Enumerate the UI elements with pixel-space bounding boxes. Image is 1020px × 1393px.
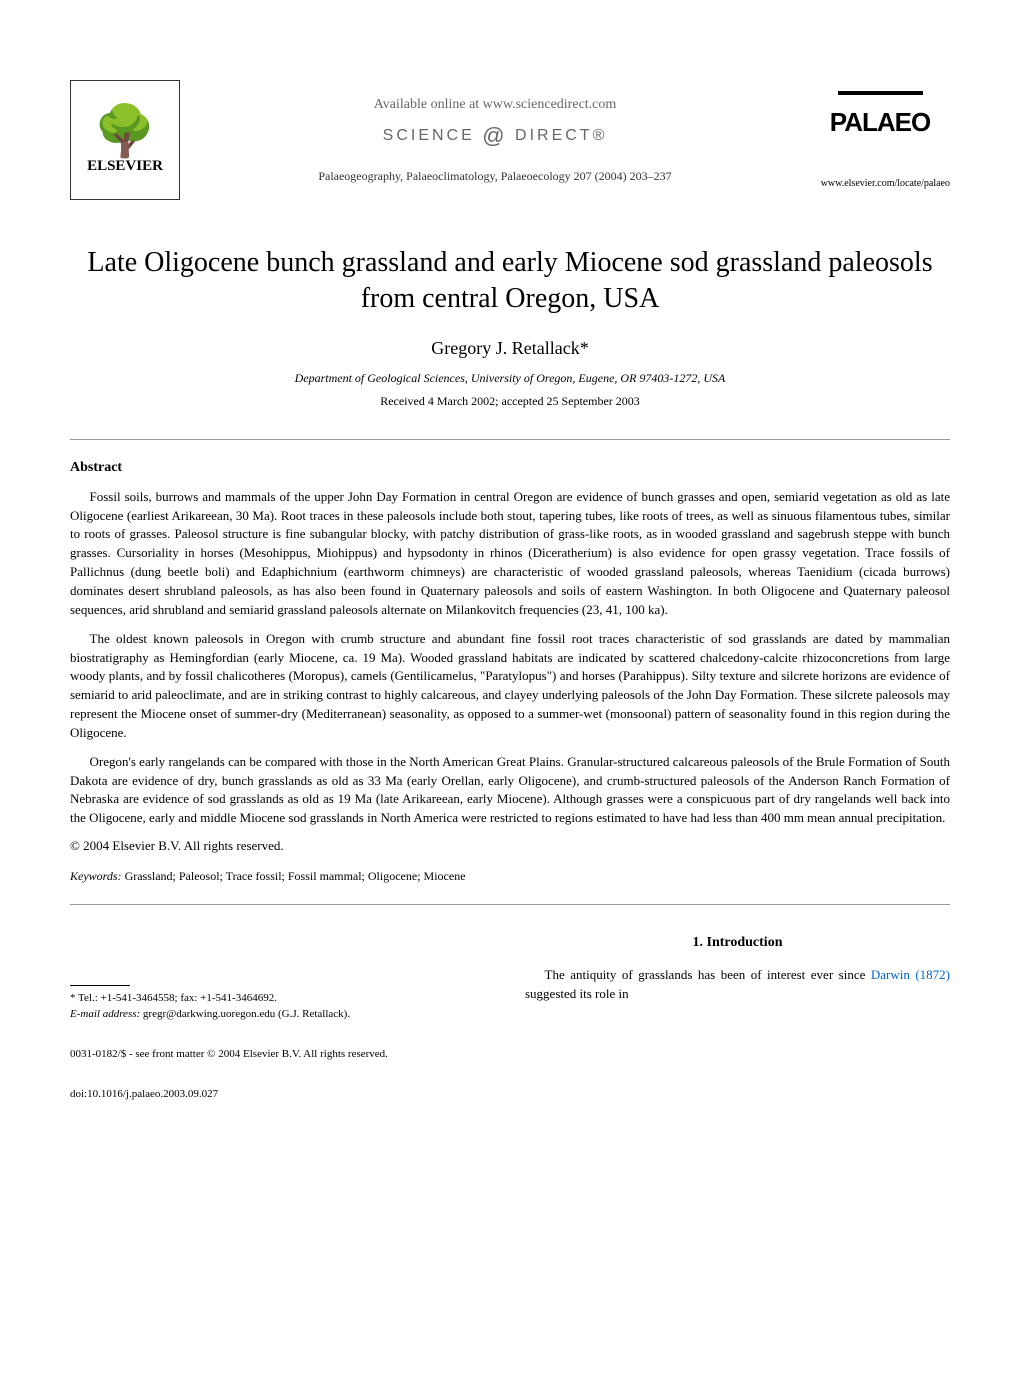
left-column: * Tel.: +1-541-3464558; fax: +1-541-3464… — [70, 935, 495, 1022]
intro-suffix: suggested its role in — [525, 986, 629, 1001]
email-value: gregr@darkwing.uoregon.edu (G.J. Retalla… — [140, 1008, 350, 1020]
science-left: SCIENCE — [383, 127, 475, 144]
elsevier-logo: 🌳 ELSEVIER — [70, 80, 180, 200]
keywords-line: Keywords: Grassland; Paleosol; Trace fos… — [70, 869, 950, 884]
copyright-text: © 2004 Elsevier B.V. All rights reserved… — [70, 838, 950, 854]
article-title: Late Oligocene bunch grassland and early… — [70, 245, 950, 318]
at-icon: @ — [482, 123, 507, 148]
keywords-text: Grassland; Paleosol; Trace fossil; Fossi… — [122, 869, 466, 883]
two-column-section: * Tel.: +1-541-3464558; fax: +1-541-3464… — [70, 935, 950, 1022]
darwin-citation-link[interactable]: Darwin (1872) — [871, 967, 950, 982]
divider — [70, 439, 950, 440]
author-name: Gregory J. Retallack* — [70, 338, 950, 359]
intro-paragraph: The antiquity of grasslands has been of … — [525, 966, 950, 1004]
divider — [70, 904, 950, 905]
email-label: E-mail address: — [70, 1008, 140, 1020]
intro-prefix: The antiquity of grasslands has been of … — [545, 967, 871, 982]
keywords-label: Keywords: — [70, 869, 122, 883]
science-right: DIRECT® — [515, 127, 607, 144]
journal-url: www.elsevier.com/locate/palaeo — [810, 178, 950, 189]
science-direct-text: SCIENCE @ DIRECT® — [200, 123, 790, 149]
footnote-tel: * Tel.: +1-541-3464558; fax: +1-541-3464… — [70, 991, 495, 1006]
journal-citation: Palaeogeography, Palaeoclimatology, Pala… — [200, 169, 790, 184]
abstract-para-1: Fossil soils, burrows and mammals of the… — [70, 488, 950, 620]
bottom-issn: 0031-0182/$ - see front matter © 2004 El… — [70, 1047, 950, 1062]
center-header: Available online at www.sciencedirect.co… — [180, 97, 810, 184]
elsevier-label: ELSEVIER — [87, 158, 163, 175]
available-online-text: Available online at www.sciencedirect.co… — [200, 97, 790, 113]
elsevier-tree-icon: 🌳 — [94, 106, 156, 156]
abstract-para-2: The oldest known paleosols in Oregon wit… — [70, 630, 950, 743]
footnote-rule — [70, 985, 130, 986]
right-column: 1. Introduction The antiquity of grassla… — [525, 935, 950, 1022]
palaeo-logo: PALAEO www.elsevier.com/locate/palaeo — [810, 91, 950, 189]
palaeo-bar-icon — [838, 91, 923, 95]
footnote-email: E-mail address: gregr@darkwing.uoregon.e… — [70, 1007, 495, 1022]
abstract-para-3: Oregon's early rangelands can be compare… — [70, 753, 950, 828]
bottom-doi: doi:10.1016/j.palaeo.2003.09.027 — [70, 1087, 950, 1102]
author-affiliation: Department of Geological Sciences, Unive… — [70, 371, 950, 386]
palaeo-label: PALAEO — [810, 107, 950, 138]
abstract-heading: Abstract — [70, 460, 950, 476]
article-dates: Received 4 March 2002; accepted 25 Septe… — [70, 394, 950, 409]
intro-heading: 1. Introduction — [525, 935, 950, 951]
header-row: 🌳 ELSEVIER Available online at www.scien… — [70, 80, 950, 200]
